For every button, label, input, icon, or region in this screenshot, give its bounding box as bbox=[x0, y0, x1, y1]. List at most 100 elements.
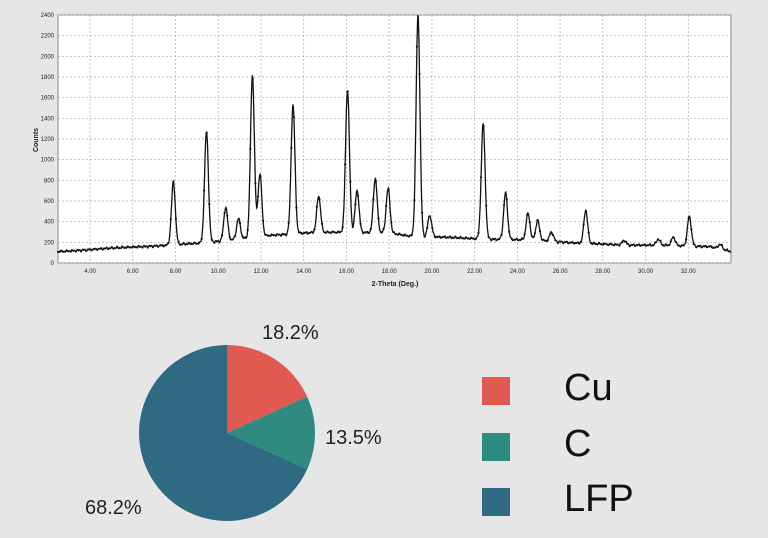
xrd-data-point bbox=[187, 241, 190, 244]
xrd-data-point bbox=[421, 211, 424, 214]
xrd-data-point bbox=[310, 230, 313, 233]
xrd-data-point bbox=[300, 232, 303, 235]
xrd-data-point bbox=[518, 238, 521, 241]
xrd-data-point bbox=[123, 246, 126, 249]
xrd-y-tick-label: 200 bbox=[44, 240, 55, 246]
xrd-data-point bbox=[62, 250, 65, 253]
xrd-data-point bbox=[623, 240, 626, 243]
xrd-data-point bbox=[644, 243, 647, 247]
xrd-y-tick-label: 1000 bbox=[41, 158, 55, 164]
xrd-data-point bbox=[541, 238, 544, 241]
xrd-data-point bbox=[354, 203, 357, 206]
xrd-data-point bbox=[472, 237, 475, 240]
xrd-data-point bbox=[536, 219, 539, 222]
xrd-data-point bbox=[690, 228, 693, 231]
xrd-data-point bbox=[487, 236, 490, 239]
xrd-data-point bbox=[728, 250, 731, 253]
xrd-data-point bbox=[395, 233, 398, 236]
xrd-data-point bbox=[308, 231, 311, 234]
xrd-data-point bbox=[574, 241, 578, 245]
xrd-data-point bbox=[585, 210, 588, 213]
xrd-data-point bbox=[85, 249, 88, 252]
xrd-data-point bbox=[713, 246, 716, 249]
xrd-data-point bbox=[333, 231, 336, 234]
xrd-data-point bbox=[392, 231, 395, 234]
xrd-data-point bbox=[349, 180, 352, 183]
xrd-data-point bbox=[128, 246, 131, 249]
xrd-data-point bbox=[172, 180, 175, 183]
xrd-data-point bbox=[231, 238, 234, 241]
xrd-data-point bbox=[338, 231, 342, 234]
xrd-x-tick-label: 10.00 bbox=[211, 269, 227, 275]
xrd-data-point bbox=[708, 245, 711, 248]
xrd-data-point bbox=[662, 244, 665, 247]
xrd-data-point bbox=[554, 239, 557, 242]
xrd-data-point bbox=[505, 198, 508, 201]
xrd-data-point bbox=[428, 215, 431, 218]
xrd-data-point bbox=[569, 241, 572, 244]
xrd-data-point bbox=[190, 242, 193, 245]
xrd-data-point bbox=[251, 77, 254, 80]
xrd-data-point bbox=[397, 232, 401, 235]
xrd-data-point bbox=[208, 203, 211, 206]
legend-label-lfp: LFP bbox=[564, 478, 634, 520]
xrd-data-point bbox=[603, 242, 606, 245]
xrd-data-point bbox=[282, 233, 285, 236]
xrd-data-point bbox=[615, 243, 619, 246]
xrd-data-point bbox=[469, 237, 472, 240]
xrd-data-point bbox=[233, 235, 236, 238]
xrd-data-point bbox=[549, 232, 552, 235]
xrd-data-point bbox=[451, 236, 454, 239]
xrd-data-point bbox=[156, 245, 160, 248]
xrd-data-point bbox=[474, 237, 477, 240]
xrd-data-point bbox=[620, 241, 624, 244]
xrd-data-point bbox=[290, 147, 293, 150]
xrd-data-point bbox=[331, 230, 334, 233]
xrd-data-point bbox=[582, 223, 585, 226]
xrd-data-point bbox=[592, 241, 595, 244]
xrd-data-point bbox=[462, 237, 465, 240]
xrd-y-tick-label: 1200 bbox=[41, 137, 55, 143]
xrd-data-point bbox=[700, 246, 703, 249]
xrd-data-point bbox=[297, 231, 301, 234]
xrd-data-point bbox=[433, 235, 436, 238]
xrd-data-point bbox=[449, 235, 452, 238]
xrd-y-tick-label: 600 bbox=[44, 199, 55, 205]
xrd-data-point bbox=[377, 217, 380, 220]
xrd-data-point bbox=[362, 231, 365, 234]
xrd-data-point bbox=[138, 245, 142, 248]
xrd-data-point bbox=[74, 250, 77, 253]
xrd-data-point bbox=[103, 247, 106, 250]
legend-label-c: C bbox=[564, 423, 592, 465]
xrd-data-point bbox=[67, 250, 70, 253]
legend-swatch-c bbox=[482, 433, 510, 461]
xrd-data-point bbox=[446, 236, 449, 239]
xrd-y-tick-label: 2000 bbox=[41, 54, 55, 60]
xrd-data-point bbox=[223, 211, 226, 215]
xrd-data-point bbox=[226, 214, 229, 217]
xrd-data-point bbox=[538, 230, 542, 233]
pie-label-lfp: 68.2% bbox=[85, 497, 142, 519]
xrd-data-point bbox=[567, 242, 570, 245]
xrd-data-point bbox=[485, 204, 488, 207]
xrd-data-point bbox=[69, 250, 72, 253]
xrd-data-point bbox=[531, 235, 534, 238]
xrd-data-point bbox=[213, 241, 216, 244]
xrd-data-point bbox=[313, 228, 316, 231]
xrd-data-point bbox=[95, 248, 98, 251]
xrd-data-point bbox=[387, 188, 390, 191]
xrd-data-point bbox=[572, 241, 575, 245]
xrd-data-point bbox=[626, 242, 629, 245]
xrd-y-tick-label: 1600 bbox=[41, 96, 55, 102]
xrd-data-point bbox=[551, 233, 554, 237]
xrd-data-point bbox=[523, 233, 526, 236]
xrd-x-tick-label: 16.00 bbox=[339, 269, 355, 275]
xrd-data-point bbox=[141, 246, 144, 249]
xrd-data-point bbox=[390, 221, 393, 224]
xrd-data-point bbox=[587, 231, 590, 234]
xrd-data-point bbox=[277, 233, 280, 236]
legend-swatch-lfp bbox=[482, 488, 510, 516]
xrd-data-point bbox=[264, 233, 267, 236]
composition-pie-chart bbox=[139, 345, 316, 521]
xrd-data-point bbox=[374, 180, 377, 183]
